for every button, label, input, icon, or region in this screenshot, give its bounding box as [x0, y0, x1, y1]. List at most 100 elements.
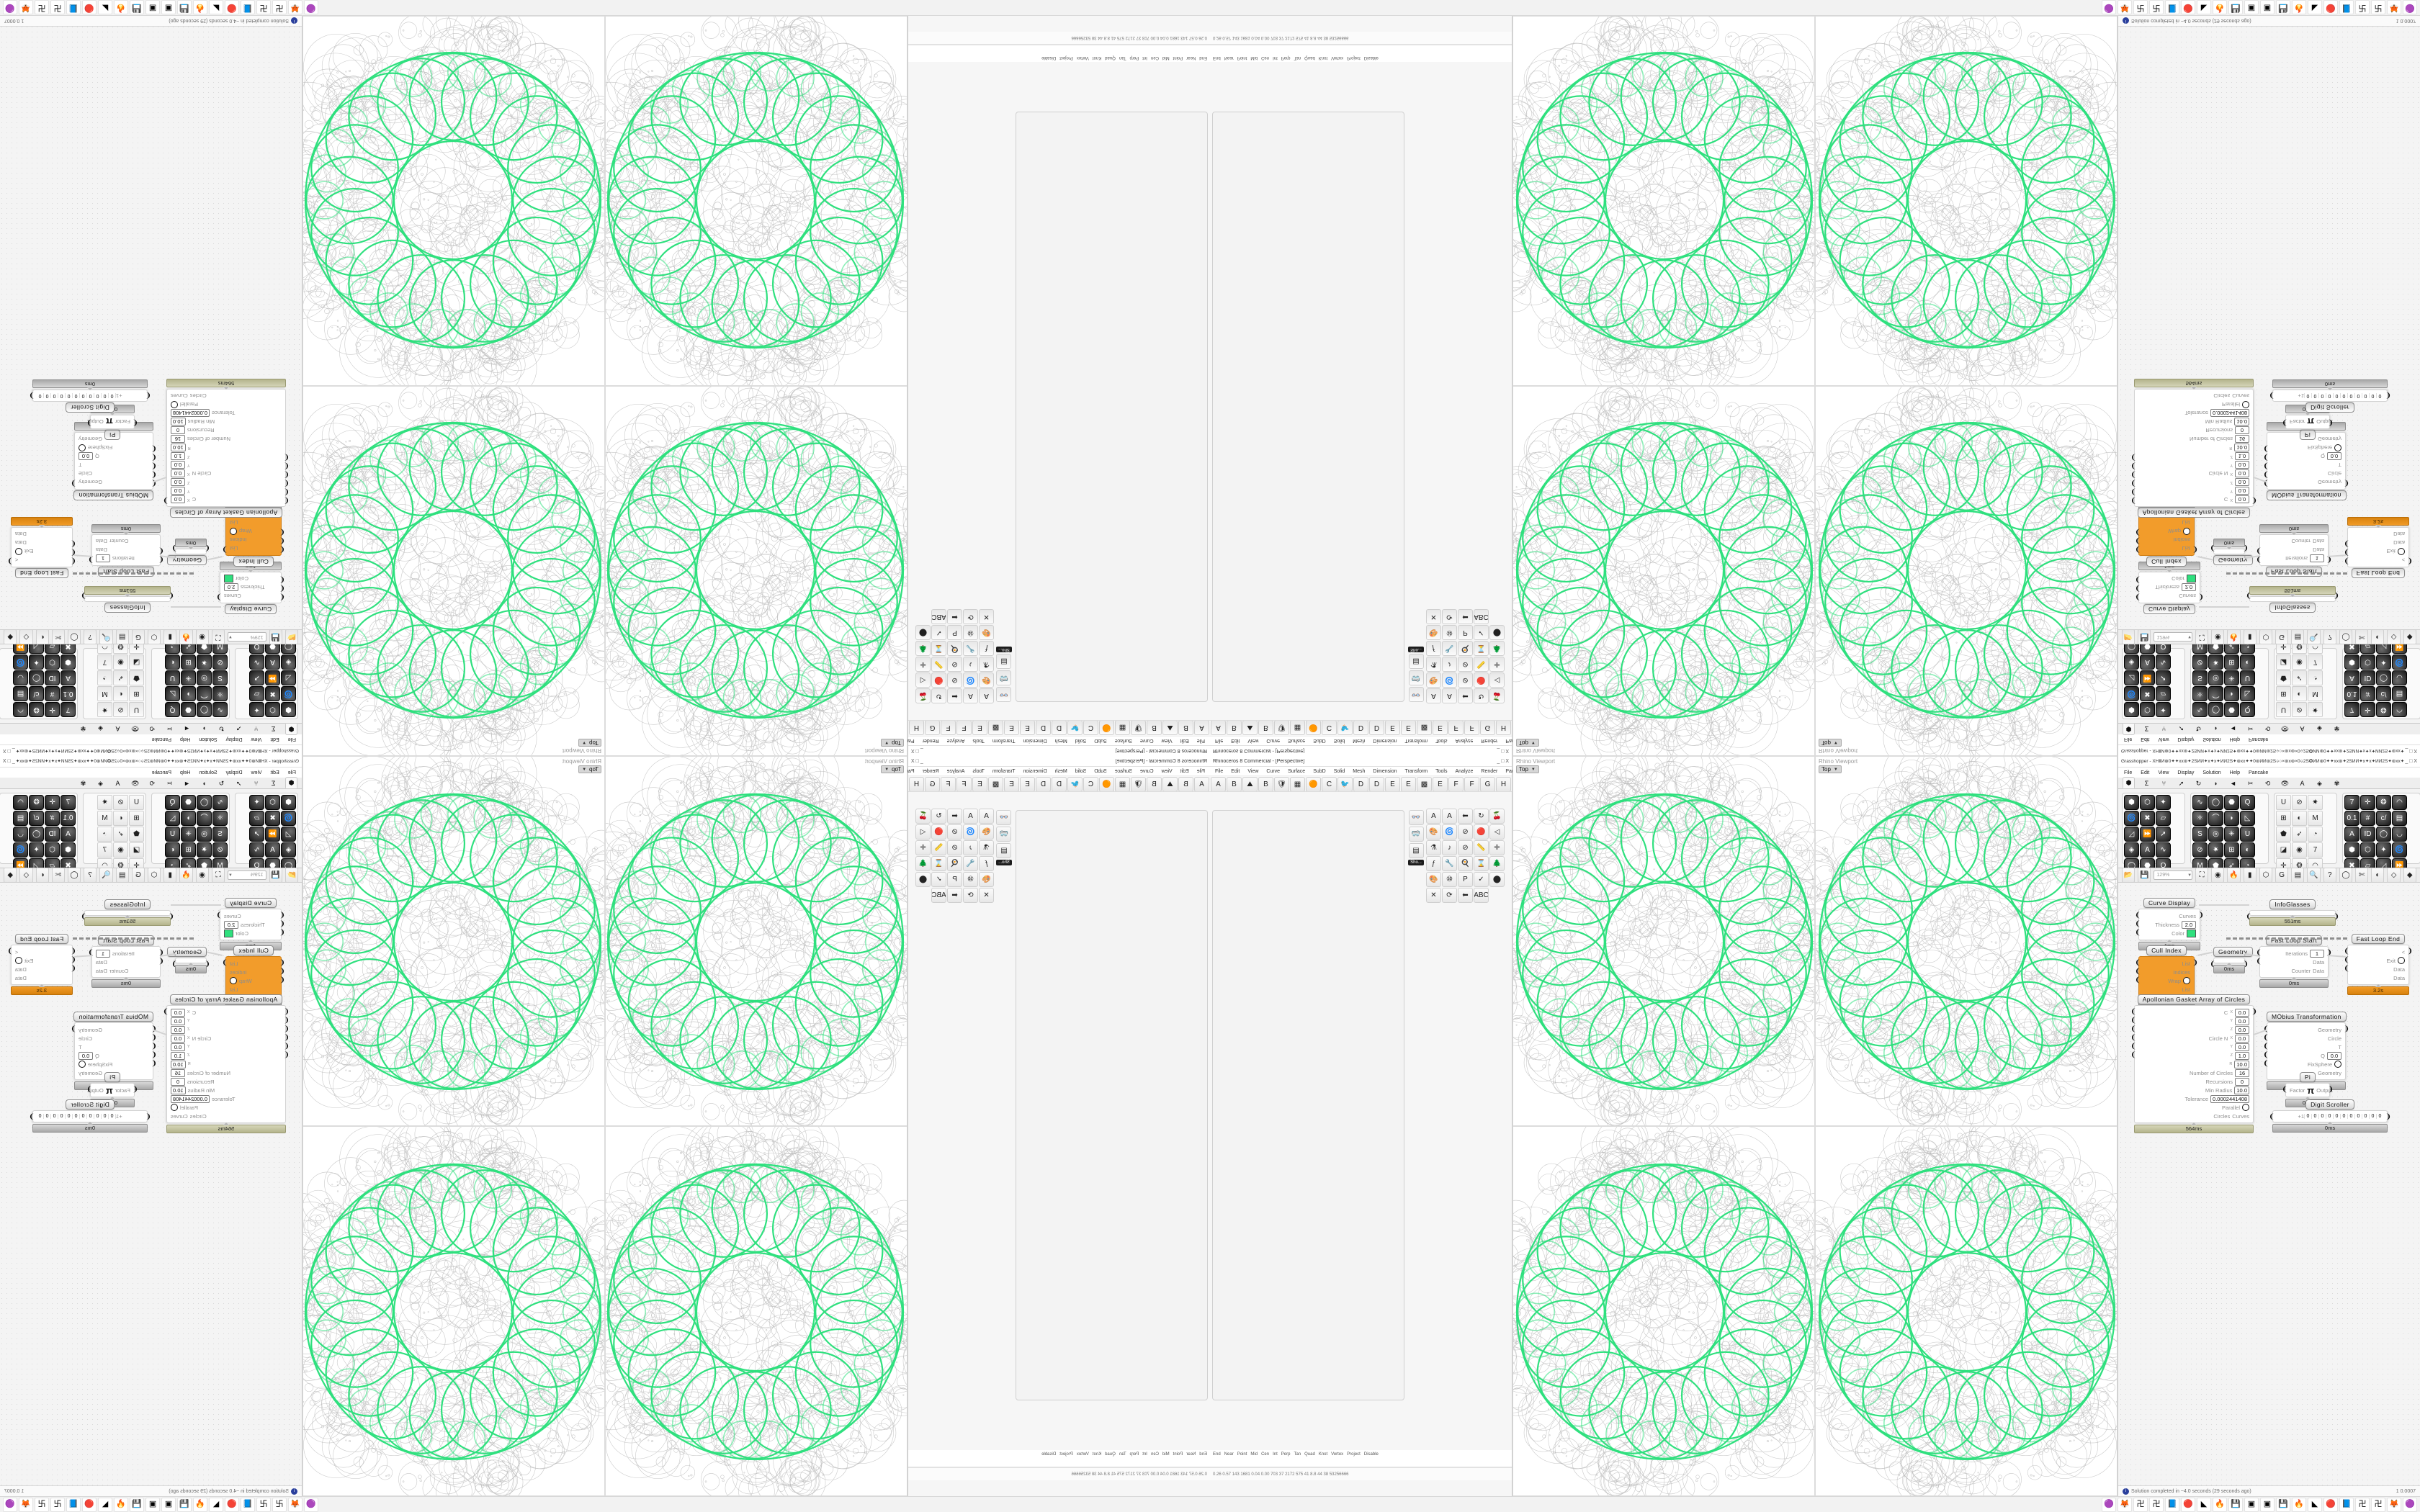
rhino-menu-curve[interactable]: Curve	[1140, 769, 1154, 774]
surface-tab[interactable]: ◗	[2210, 778, 2221, 788]
gha-icon[interactable]: G	[2275, 868, 2289, 883]
gh-menubar[interactable]: File Edit View Display Solution Help Pancake	[2118, 734, 2420, 744]
presentation-icon[interactable]: ▤	[996, 654, 1012, 669]
input-port-0[interactable]: ❨	[2256, 950, 2262, 957]
taskbar-icon-11[interactable]: 💾	[2276, 1497, 2290, 1512]
input-port-1[interactable]: ❨	[158, 958, 164, 966]
output-port-0[interactable]: ❩	[86, 418, 92, 426]
component-icon-primitive-5[interactable]: ⌒	[2208, 811, 2223, 826]
component-icon-util-7[interactable]: ▤	[2392, 811, 2407, 826]
rhino-toolbar-icon-14[interactable]: E	[1433, 720, 1448, 735]
rhino-menu-solid[interactable]: Solid	[1075, 769, 1087, 774]
component-icon-primitive-16[interactable]: M	[212, 858, 228, 868]
rhino-plugin-icon-11[interactable]: ♪	[963, 657, 978, 672]
rhino-toolbar-icon-12[interactable]: E	[1004, 777, 1019, 792]
gh-ribbon[interactable]: ⬢⬡✦🌀✖▱◿⏩➚◈A∿◯⬣Q⚛⌒◗◺S◎✳U⊘Geometry∿◯⬣Q⚛⌒◗◺…	[2118, 789, 2420, 868]
digit-6[interactable]: 0	[2347, 393, 2354, 398]
component-icon-primitive-3[interactable]: Q	[2240, 795, 2255, 810]
digit-9[interactable]: 0	[2369, 1114, 2376, 1119]
rhino-toolbar-icon-4[interactable]: 🛡	[1131, 777, 1146, 792]
osnap-vertex[interactable]: Vertex	[1077, 54, 1089, 60]
param-value[interactable]: 0.0002441408	[2210, 409, 2249, 418]
output-port-0[interactable]: ❩	[2328, 1086, 2334, 1094]
input-port-0[interactable]: ❨	[2135, 545, 2141, 553]
rhino-icon[interactable]: ◆	[4, 629, 17, 644]
component-icon-geometry-4[interactable]: ✖	[2140, 811, 2155, 826]
rhino-plugin-icon-13[interactable]: 📏	[931, 657, 946, 672]
gh-window-buttons[interactable]: _ □ X	[2405, 748, 2417, 753]
input-port-1[interactable]: ❨	[2135, 536, 2141, 544]
component-icon-primitive-19[interactable]: ◔	[165, 858, 180, 868]
component-icon-primitive-19[interactable]: ◔	[2240, 858, 2255, 868]
param-row-1[interactable]: Thickness 2.0	[224, 920, 277, 929]
component-icon-util-14[interactable]: ✦	[2376, 654, 2391, 670]
surface-tab[interactable]: ◗	[199, 724, 210, 734]
component-icon-util-19[interactable]: ⏩	[13, 644, 28, 654]
component-icon-primitive-10[interactable]: ✳	[2224, 827, 2239, 842]
component-icon-input-9[interactable]: ◪	[129, 842, 144, 858]
taskbar-icon-6[interactable]: ◣	[2197, 1497, 2211, 1512]
component-icon-primitive-17[interactable]: ⬟	[197, 858, 212, 868]
viewport-bl[interactable]	[605, 1126, 908, 1496]
viewport-br[interactable]	[302, 16, 605, 386]
param-row-2[interactable]: Data	[2352, 539, 2405, 547]
rhino-plugin-icon-1[interactable]: A	[1442, 688, 1457, 703]
param-value[interactable]: 2.0	[224, 920, 238, 929]
param-value[interactable]: 2.0	[224, 583, 238, 592]
rhino-menu-tools[interactable]: Tools	[973, 739, 985, 744]
component-icon-geometry-6[interactable]: ◿	[281, 827, 296, 842]
capsule-icon[interactable]: ▮	[163, 868, 177, 883]
rhino-plugin-icon-21[interactable]: ⑩	[963, 625, 978, 640]
gh-node-body[interactable]: Iterations 1 Data Counter Data ❨ ❨ ❩	[88, 534, 164, 566]
windows-taskbar[interactable]: 🟣 🦊 卍卍 📘 🔴 ◣ 🔥 💾 ▣ ▣ 💾 🔥 ◣ 🔴 📘 卍卍 🦊 🟣	[1210, 0, 2420, 16]
viewport-view-dropdown[interactable]: Top ▼	[1516, 765, 1539, 773]
param-row-10[interactable]: Tolerance 0.0002441408	[2138, 409, 2249, 418]
rhino-plugin-icon-2[interactable]: ⬅	[947, 688, 962, 703]
component-icon-util-14[interactable]: ✦	[2376, 842, 2391, 858]
output-port-0[interactable]: ❩	[71, 479, 76, 487]
component-icon-primitive-15[interactable]: ◐	[2240, 842, 2255, 858]
digit-7[interactable]: 0	[58, 1114, 66, 1119]
param-row-0[interactable]: Curves	[224, 592, 277, 600]
component-icon-input-8[interactable]: ◔	[97, 827, 112, 842]
input-port-2[interactable]: ❨	[71, 539, 76, 547]
digit-10[interactable]: 0	[37, 393, 44, 398]
component-icon-geometry-11[interactable]: ∿	[2156, 842, 2171, 858]
preview-eye-icon[interactable]: ◉	[2211, 868, 2225, 883]
input-port-0[interactable]: ❨	[2135, 912, 2141, 919]
gh-menubar[interactable]: File Edit View Display Solution Help Pancake	[0, 734, 302, 744]
input-port-1[interactable]: ❨	[2135, 968, 2141, 976]
component-icon-util-10[interactable]: ◯	[2376, 670, 2391, 685]
gh-menu-file[interactable]: File	[2124, 770, 2132, 775]
param-row-10[interactable]: Tolerance 0.0002441408	[2138, 1094, 2249, 1103]
param-row-0[interactable]: Iterations 1	[2264, 949, 2324, 958]
osnap-near[interactable]: Near	[1186, 1452, 1196, 1458]
osnap-knot[interactable]: Knot	[1093, 1452, 1101, 1458]
rhino-plugin-icon-21[interactable]: ⑩	[963, 872, 978, 887]
output-port-0[interactable]: ❩	[2251, 1009, 2257, 1016]
windows-taskbar[interactable]: 🟣 🦊 卍卍 📘 🔴 ◣ 🔥 💾 ▣ ▣ 💾 🔥 ◣ 🔴 📘 卍卍 🦊 🟣	[0, 1496, 1210, 1512]
component-icon-util-19[interactable]: ⏩	[2392, 858, 2407, 868]
taskbar-icon-18[interactable]: 🦊	[19, 0, 33, 15]
input-port-2[interactable]: ❨	[151, 462, 157, 469]
input-port-2[interactable]: ❨	[279, 929, 285, 937]
rhino-toolbar-icon-17[interactable]: G	[1480, 777, 1495, 791]
gh-node-body[interactable]: Curves Thickness 2.0 Color ❨ ❨ ❨ ❩	[216, 572, 285, 603]
rhino-menu-view[interactable]: View	[1162, 739, 1173, 744]
component-icon-geometry-9[interactable]: ◈	[2124, 654, 2139, 670]
rhino-menu-mesh[interactable]: Mesh	[1353, 739, 1365, 744]
param-row-1[interactable]: Y 0.0	[2138, 487, 2249, 495]
input-port-1[interactable]: ❨	[2135, 921, 2141, 928]
rhino-command-area[interactable]: End Near Point Mid Cen Int Perp Tan Quad Knot Vert…	[908, 45, 1210, 62]
rhino-toolbar-icon-2[interactable]: ⛰	[1162, 720, 1178, 735]
digit-4[interactable]: 0	[80, 1114, 87, 1119]
param-row-4[interactable]: Y 0.0	[171, 1043, 282, 1051]
input-port-2[interactable]: ❨	[279, 575, 285, 583]
rhino-plugin-icon-20[interactable]: 🎨	[979, 872, 994, 887]
open-file-icon[interactable]: 📂	[284, 629, 298, 644]
component-icon-geometry-12[interactable]: ◯	[281, 858, 296, 868]
input-port-4[interactable]: ❨	[151, 1060, 157, 1068]
taskbar-icon-18[interactable]: 🦊	[2387, 0, 2401, 15]
param-value[interactable]: 0.0	[2235, 478, 2249, 487]
gh-menu-view[interactable]: View	[251, 770, 262, 775]
